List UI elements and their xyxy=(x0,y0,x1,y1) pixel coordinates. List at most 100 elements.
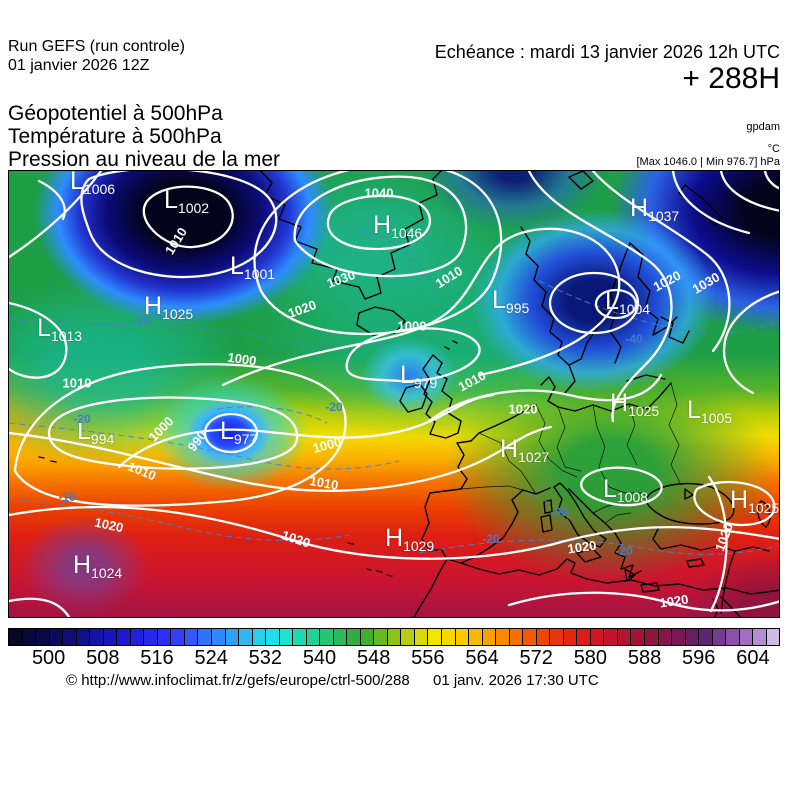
temperature-label: -30 xyxy=(550,505,568,519)
isobar-label: 1020 xyxy=(285,297,319,321)
colorbar-cell xyxy=(9,629,23,645)
geopotential-color-field xyxy=(9,171,779,617)
colorbar-cell xyxy=(726,629,740,645)
colorbar-cell xyxy=(482,629,497,645)
pressure-center-value: 1005 xyxy=(700,410,733,426)
isobar-label: 1020 xyxy=(658,591,690,611)
temperature-contours xyxy=(9,228,779,555)
colorbar-label: 564 xyxy=(465,647,499,669)
pressure-center-value: 1027 xyxy=(518,449,550,465)
colorbar-cell xyxy=(117,629,131,645)
pressure-center-letter: L xyxy=(687,396,701,424)
map-annotations: L1006 L1002 H1046 H1037 L1001 L995 L1004 H1025 L… xyxy=(9,170,779,617)
colorbar-cell xyxy=(739,629,754,645)
unit-geopotential: gpdam xyxy=(746,121,780,133)
pressure-center-l-1006: L1006 xyxy=(70,170,116,197)
pressure-center-letter: H xyxy=(500,435,519,463)
pressure-center-letter: L xyxy=(605,287,619,315)
pressure-center-letter: L xyxy=(70,170,84,195)
title-geopotential: Géopotentiel à 500hPa xyxy=(8,102,223,125)
colorbar-cell xyxy=(225,629,240,645)
pressure-center-l-979: L979 xyxy=(400,361,438,391)
colorbar-cell xyxy=(320,629,334,645)
temperature-label: -20 xyxy=(482,532,500,546)
pressure-center-letter: L xyxy=(400,361,414,389)
pressure-center-value: 994 xyxy=(90,431,115,447)
lead-time-label: + 288H xyxy=(682,62,780,95)
pressure-center-value: 1002 xyxy=(177,200,210,216)
pressure-center-letter: H xyxy=(610,389,629,417)
colorbar-cell xyxy=(252,629,267,645)
colorbar-cell xyxy=(631,629,645,645)
title-temperature: Température à 500hPa xyxy=(8,125,222,148)
colorbar-cell xyxy=(333,629,348,645)
colorbar-cell xyxy=(753,629,767,645)
isobar-label: 1030 xyxy=(324,267,358,291)
colorbar-cell xyxy=(712,629,727,645)
pressure-center-h-1027: H1027 xyxy=(500,435,550,465)
run-info: Run GEFS (run controle) 01 janvier 2026 … xyxy=(8,37,185,75)
pressure-center-value: 1008 xyxy=(616,489,649,505)
pressure-center-value: 1004 xyxy=(618,301,651,317)
run-date-label: 01 janvier 2026 12Z xyxy=(8,57,150,74)
colorbar-label: 500 xyxy=(31,647,66,669)
pressure-center-value: 1037 xyxy=(648,208,680,224)
temperature-label: -40 xyxy=(625,332,643,346)
isobar-label: 1020 xyxy=(279,527,313,551)
colorbar-cell xyxy=(766,629,780,645)
pressure-center-value: 1029 xyxy=(403,538,435,554)
colorbar-cell xyxy=(577,629,591,645)
weather-map: L1006 L1002 H1046 H1037 L1001 L995 L1004 H1025 L… xyxy=(8,170,780,618)
pressure-center-value: 1006 xyxy=(83,181,116,197)
isobar-label: 1010 xyxy=(455,367,489,395)
colorbar-cell xyxy=(306,629,321,645)
pressure-center-letter: H xyxy=(144,292,163,320)
pressure-center-h-1024: H1024 xyxy=(73,551,123,581)
colorbar xyxy=(8,628,780,646)
pressure-extremes-label: [Max 1046.0 | Min 976.7] hPa xyxy=(636,156,781,168)
pressure-center-l-994: L994 xyxy=(77,417,115,447)
isobar-label: 1030 xyxy=(689,269,723,297)
colorbar-cell xyxy=(130,629,145,645)
colorbar-cell xyxy=(685,629,700,645)
colorbar-cell xyxy=(157,629,172,645)
colorbar-cell xyxy=(387,629,402,645)
colorbar-labels: 500 508 516 524 532 540 548 556 564 572 580 588 596 6… xyxy=(8,647,780,669)
isobar-label: 1000 xyxy=(397,318,427,334)
colorbar-cell xyxy=(428,629,442,645)
colorbar-cell xyxy=(536,629,551,645)
temperature-label: -10 xyxy=(58,490,76,504)
pressure-center-letter: H xyxy=(373,211,392,239)
pressure-center-l-1001: L1001 xyxy=(230,252,275,282)
isobar-label: 990 xyxy=(184,427,210,455)
colorbar-cell xyxy=(293,629,307,645)
colorbar-cell xyxy=(360,629,375,645)
pressure-center-letter: H xyxy=(73,551,92,579)
pressure-center-letter: H xyxy=(385,524,404,552)
pressure-center-l-977: L977 xyxy=(220,417,257,447)
pressure-center-value: 995 xyxy=(505,300,530,316)
valid-time-label: Echéance : mardi 13 janvier 2026 12h UTC xyxy=(434,42,780,62)
map-svg xyxy=(9,171,779,617)
colorbar-cell xyxy=(90,629,104,645)
title-pressure: Pression au niveau de la mer xyxy=(8,148,280,171)
isobar-label: 1000 xyxy=(311,434,343,456)
pressure-center-l-1008: L1008 xyxy=(603,475,649,505)
colorbar-cell xyxy=(604,629,618,645)
colorbar-cell xyxy=(49,629,64,645)
colorbar-cell xyxy=(401,629,415,645)
colorbar-cell xyxy=(563,629,578,645)
pressure-center-l-1004: L1004 xyxy=(605,287,651,317)
pressure-center-h-1046: H1046 xyxy=(373,211,422,241)
pressure-center-l-1005: L1005 xyxy=(687,396,733,426)
pressure-center-letter: L xyxy=(603,475,617,503)
colorbar-cell xyxy=(374,629,388,645)
colorbar-cell xyxy=(171,629,185,645)
pressure-center-value: 1025 xyxy=(162,306,194,322)
pressure-center-letter: L xyxy=(77,417,91,445)
colorbar-cell xyxy=(699,629,713,645)
pressure-center-value: 979 xyxy=(413,375,438,391)
pressure-center-value: 1024 xyxy=(91,565,123,581)
colorbar-cell xyxy=(211,629,226,645)
